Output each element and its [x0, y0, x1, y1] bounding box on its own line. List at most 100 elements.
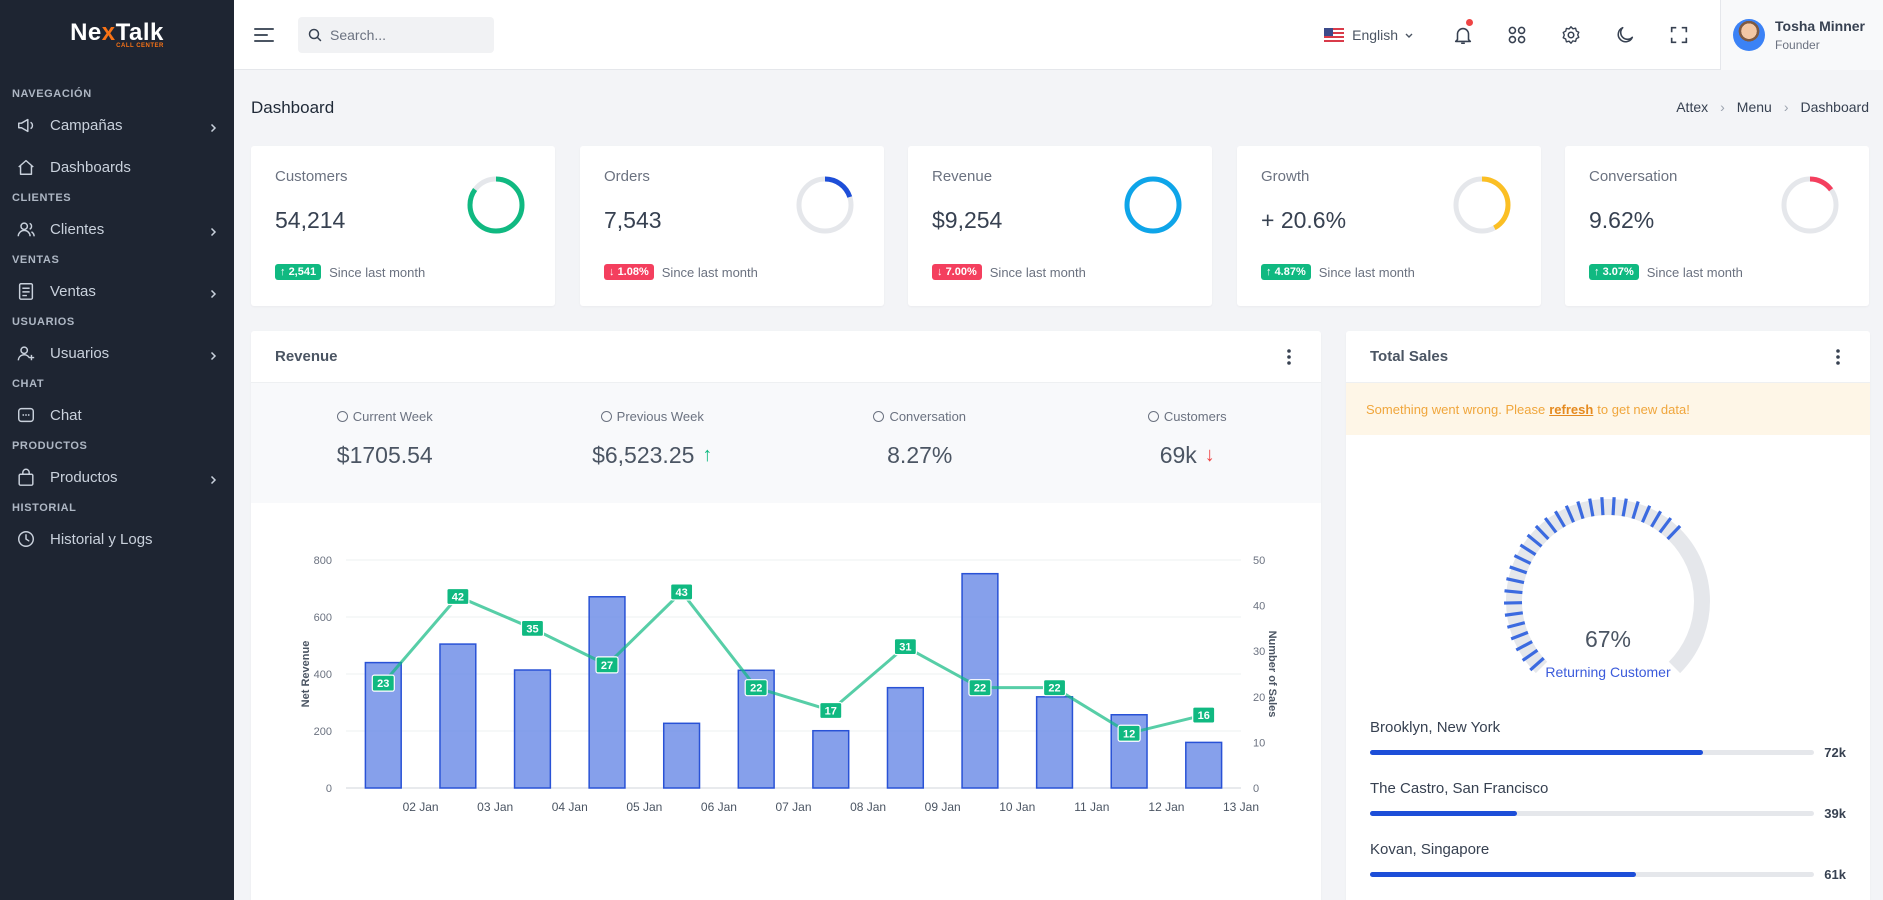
- gauge-tick: [1631, 501, 1640, 520]
- revenue-summary-value: $1705.54: [336, 442, 433, 468]
- fullscreen-button[interactable]: [1652, 0, 1706, 70]
- revenue-bar[interactable]: [662, 722, 701, 789]
- apps-button[interactable]: [1490, 0, 1544, 70]
- revenue-bar[interactable]: [886, 686, 925, 789]
- sales-data-label: 43: [670, 583, 694, 601]
- sidebar-item-usuarios[interactable]: Usuarios: [0, 332, 234, 374]
- stat-footer: ↓ 1.08% Since last month: [604, 264, 758, 280]
- stat-change-value: 4.87%: [1274, 266, 1306, 278]
- sidebar-item-productos[interactable]: Productos: [0, 456, 234, 498]
- revenue-bar[interactable]: [1185, 741, 1223, 789]
- location-row: The Castro, San Francisco 39k: [1370, 780, 1846, 821]
- chevron-right-icon: ›: [1720, 99, 1725, 115]
- gauge-tick: [1504, 611, 1524, 617]
- gauge-tick: [1510, 630, 1529, 641]
- revenue-bar[interactable]: [513, 669, 552, 789]
- nav-section-title: NAVEGACIÓN: [12, 88, 92, 100]
- sales-data-label: 23: [371, 674, 395, 692]
- stat-since-label: Since last month: [329, 264, 426, 280]
- x-tick-label: 11 Jan: [1074, 800, 1109, 814]
- y-tick-label: 800: [314, 555, 332, 567]
- breadcrumb-item[interactable]: Attex: [1676, 99, 1709, 115]
- refresh-link[interactable]: refresh: [1549, 401, 1594, 417]
- arrow-up-icon: ↑: [1594, 266, 1603, 278]
- theme-toggle-button[interactable]: [1598, 0, 1652, 70]
- sales-point-marker: [670, 583, 694, 601]
- gauge-track: [1506, 499, 1710, 674]
- sales-point-value: 43: [676, 587, 688, 599]
- breadcrumb: Attex › Menu › Dashboard: [1676, 99, 1869, 115]
- location-name: Kovan, Singapore: [1370, 841, 1490, 858]
- location-name: Brooklyn, New York: [1370, 719, 1501, 736]
- settings-button[interactable]: [1544, 0, 1598, 70]
- nav-section-title: CLIENTES: [12, 192, 72, 204]
- location-progress-fill: [1370, 872, 1637, 877]
- fullscreen-icon: [1670, 26, 1688, 43]
- more-vertical-icon: [1287, 348, 1291, 365]
- revenue-bar[interactable]: [439, 643, 477, 789]
- user-menu[interactable]: Tosha Minner Founder: [1720, 0, 1883, 70]
- sidebar-item-dashboards[interactable]: Dashboards: [0, 146, 234, 188]
- sales-point-value: 31: [899, 642, 911, 654]
- revenue-summary-value-row: 8.27%: [786, 442, 1054, 469]
- nav-section-title: VENTAS: [12, 254, 60, 266]
- total-sales-menu-button[interactable]: [1830, 347, 1846, 367]
- location-value: 39k: [1824, 806, 1846, 821]
- revenue-summary: Current Week $1705.54 Previous Week $6,523.…: [251, 383, 1321, 503]
- search-input[interactable]: [330, 26, 480, 43]
- revenue-bar[interactable]: [812, 729, 850, 789]
- stat-label: Growth: [1261, 168, 1310, 185]
- revenue-menu-button[interactable]: [1281, 347, 1297, 367]
- stat-change-badge: ↑ 4.87%: [1261, 264, 1311, 280]
- revenue-card-title: Revenue: [275, 348, 338, 365]
- x-tick-label: 06 Jan: [701, 800, 737, 814]
- nav-section-title: HISTORIAL: [12, 502, 77, 514]
- sidebar-item-label: Usuarios: [50, 344, 110, 362]
- brand-logo[interactable]: NexTalk CALL CENTER: [0, 0, 234, 66]
- location-progress-fill: [1370, 750, 1703, 755]
- stat-card-growth: Growth + 20.6% ↑ 4.87% Since last month: [1237, 146, 1541, 306]
- sidebar-item-chat[interactable]: Chat: [0, 394, 234, 436]
- notifications-button[interactable]: [1436, 0, 1490, 70]
- sidebar-item-label: Chat: [50, 406, 82, 424]
- error-alert: Something went wrong. Please refresh to …: [1346, 383, 1870, 435]
- revenue-bar[interactable]: [588, 596, 626, 789]
- total-sales-title: Total Sales: [1370, 348, 1449, 365]
- revenue-chart-svg: 0 200 400 600 800 0 10 20 30 40 50 Net Revenue Numbe…: [300, 555, 1278, 814]
- y-right-tick-label: 10: [1253, 737, 1265, 749]
- language-selector[interactable]: English: [1324, 27, 1414, 43]
- sidebar: NexTalk CALL CENTER NAVEGACIÓN Campañas Da…: [0, 0, 234, 900]
- gauge-tick: [1600, 497, 1605, 516]
- gauge-tick: [1554, 510, 1566, 528]
- revenue-summary-label: Customers: [1163, 409, 1227, 424]
- logo-part: x: [101, 19, 116, 46]
- stat-ring-chart: [1781, 176, 1839, 234]
- arrow-up-icon: ↑: [1266, 266, 1275, 278]
- sidebar-item-campa-as[interactable]: Campañas: [0, 104, 234, 146]
- more-vertical-icon: [1836, 348, 1840, 365]
- sales-point-value: 42: [452, 591, 464, 603]
- sales-data-label: 16: [1192, 706, 1216, 724]
- sidebar-item-clientes[interactable]: Clientes: [0, 208, 234, 250]
- sales-point-value: 35: [526, 623, 538, 635]
- stat-label: Orders: [604, 168, 650, 185]
- revenue-summary-label-row: Customers: [1054, 409, 1322, 424]
- gauge-tick: [1506, 621, 1526, 629]
- revenue-bar[interactable]: [1035, 696, 1074, 789]
- stat-change-badge: ↑ 3.07%: [1589, 264, 1639, 280]
- menu-toggle-button[interactable]: [252, 23, 276, 47]
- breadcrumb-item: Dashboard: [1800, 99, 1870, 115]
- revenue-card-header: Revenue: [251, 331, 1321, 383]
- gauge-tick: [1526, 533, 1543, 548]
- stat-since-label: Since last month: [1318, 264, 1415, 280]
- stat-label: Customers: [275, 168, 348, 185]
- breadcrumb-item[interactable]: Menu: [1736, 99, 1772, 115]
- search-box[interactable]: [298, 16, 494, 53]
- sales-point-value: 16: [1198, 710, 1210, 722]
- sidebar-item-ventas[interactable]: Ventas: [0, 270, 234, 312]
- sidebar-item-label: Clientes: [50, 220, 105, 238]
- sidebar-item-historial-y-logs[interactable]: Historial y Logs: [0, 518, 234, 560]
- sales-point-marker: [1042, 679, 1067, 697]
- home-icon: [16, 157, 36, 177]
- ring-progress: [796, 176, 854, 234]
